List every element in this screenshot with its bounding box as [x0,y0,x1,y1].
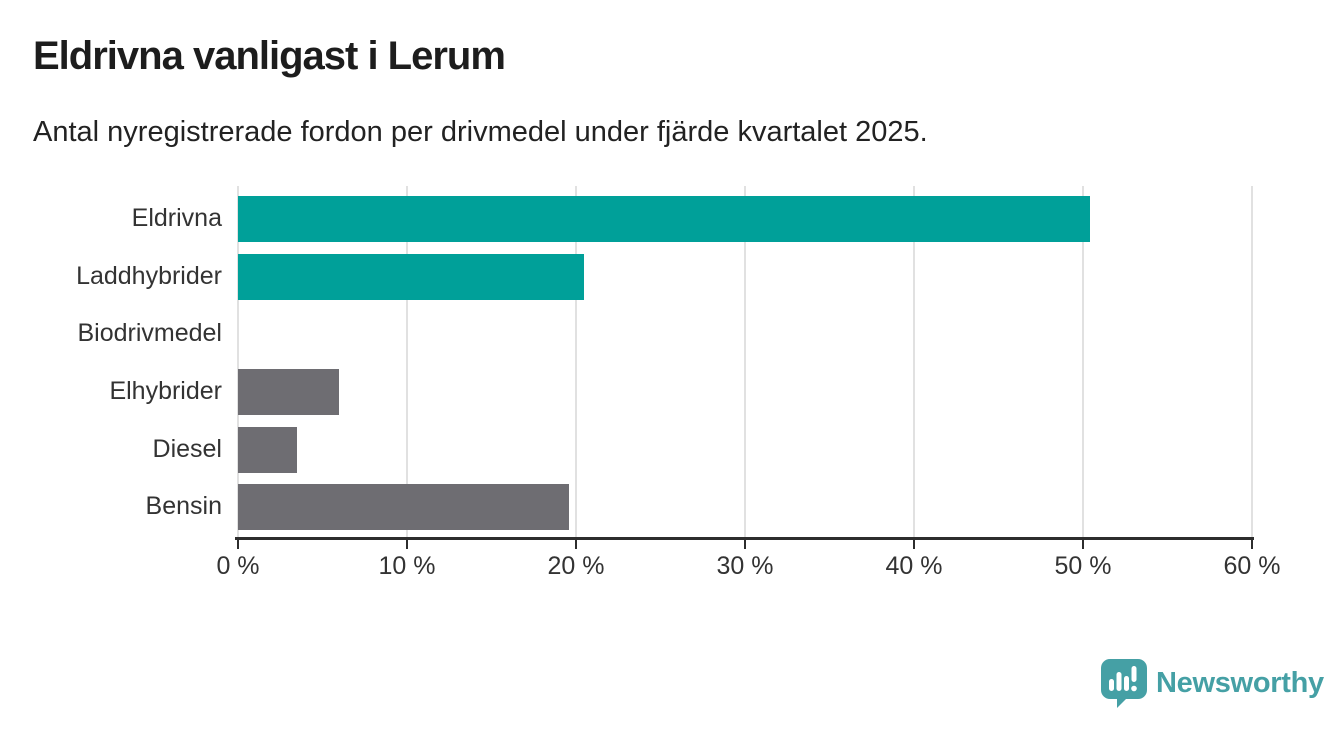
gridline-30 [744,186,746,538]
x-axis-line [235,537,1254,540]
tick-label-60: 60 % [1223,552,1281,580]
axis-tick-30 [744,540,746,549]
category-label-diesel: Diesel [152,434,222,463]
category-label-laddhybrider: Laddhybrider [76,261,222,290]
category-label-bensin: Bensin [145,492,222,521]
gridline-50 [1082,186,1084,538]
gridline-0 [237,186,239,538]
gridline-40 [913,186,915,538]
tick-label-30: 30 % [716,552,774,580]
axis-tick-40 [913,540,915,549]
bar-elhybrider [238,368,340,415]
bar-diesel [238,426,298,473]
gridline-10 [406,186,408,538]
bar-bensin [238,484,570,531]
axis-tick-20 [575,540,577,549]
chart-title: Eldrivna vanligast i Lerum [33,34,506,78]
newsworthy-wordmark: Newsworthy [1156,666,1324,699]
gridline-20 [575,186,577,538]
category-label-eldrivna: Eldrivna [131,204,222,232]
axis-tick-60 [1251,540,1253,549]
axis-tick-0 [237,540,239,549]
tick-label-50: 50 % [1054,552,1112,580]
tick-label-20: 20 % [547,552,605,580]
bar-laddhybrider [238,253,585,300]
newsworthy-bubble-icon [1101,659,1147,708]
bar-eldrivna [238,195,1090,242]
tick-label-0: 0 % [216,552,260,580]
category-label-elhybrider: Elhybrider [109,377,222,405]
tick-label-10: 10 % [378,552,436,580]
axis-tick-50 [1082,540,1084,549]
category-label-biodrivmedel: Biodrivmedel [77,319,222,348]
axis-tick-10 [406,540,408,549]
tick-label-40: 40 % [885,552,943,580]
gridline-60 [1251,186,1253,538]
chart-subtitle: Antal nyregistrerade fordon per drivmede… [33,116,928,148]
newsworthy-logo-link[interactable]: Newsworthy [1100,658,1324,708]
